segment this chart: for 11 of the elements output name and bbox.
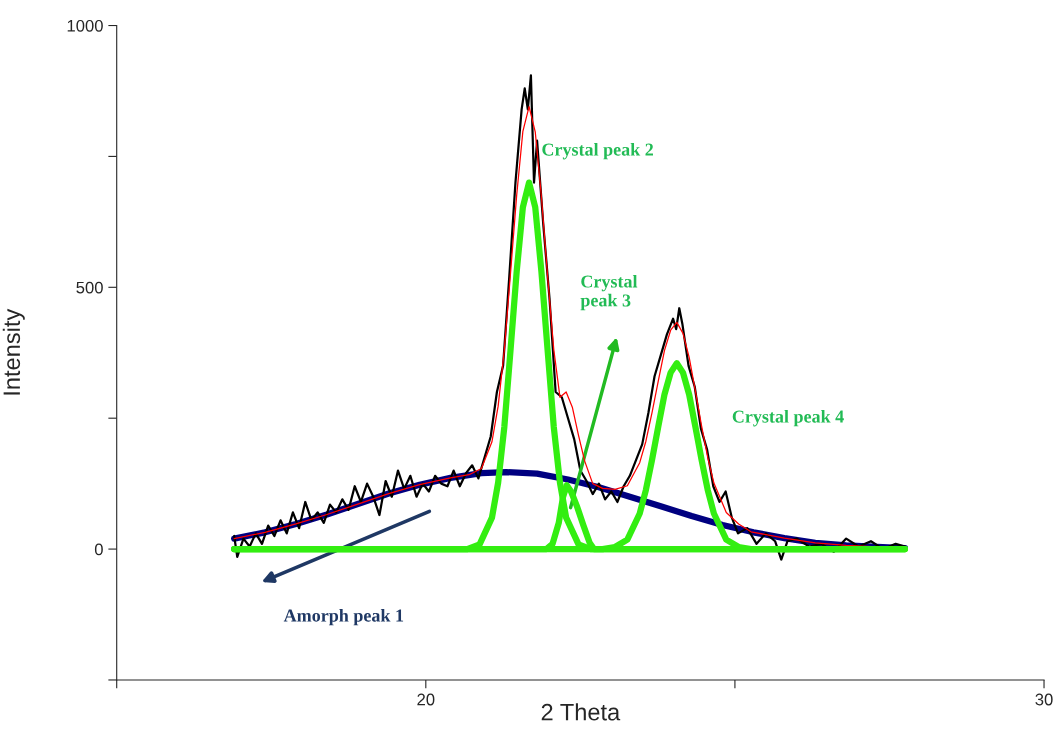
x-axis-title: 2 Theta — [541, 703, 621, 721]
x-tick-label: 30 — [1035, 693, 1053, 706]
y-tick-label: 0 — [94, 543, 103, 556]
annotation: Amorph peak 1 — [283, 608, 404, 626]
y-axis-title: Intensity — [2, 308, 25, 395]
annotation: Crystal peak 4 — [732, 409, 844, 427]
y-tick-label: 500 — [76, 281, 103, 294]
annotation: Crystal peak 3 — [580, 274, 638, 311]
annotation: Crystal peak 2 — [542, 142, 653, 160]
x-tick-label: 20 — [417, 693, 435, 706]
y-tick-label: 1000 — [67, 19, 103, 32]
